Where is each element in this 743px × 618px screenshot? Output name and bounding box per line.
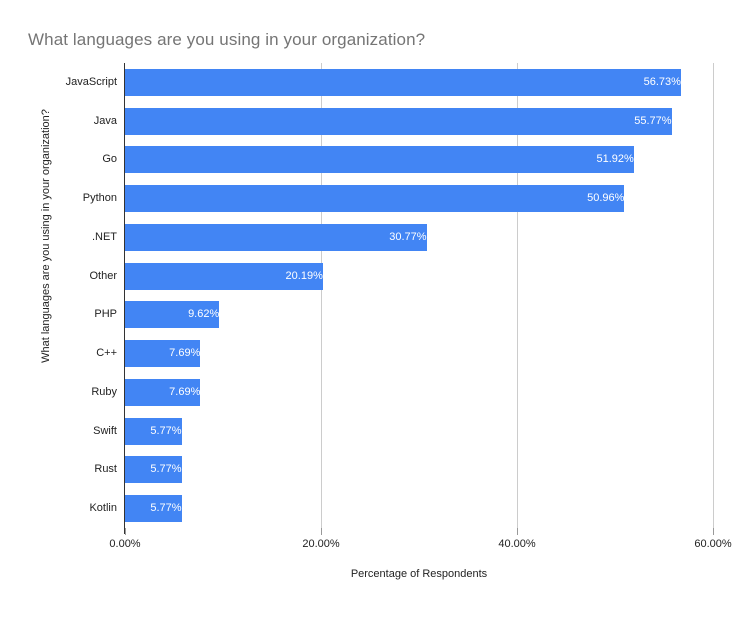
bar-row: Kotlin 5.77% <box>89 495 713 523</box>
plot-area: JavaScript 56.73% Java 55.77% Go 51.92% Python… <box>66 63 714 528</box>
category-label: Other <box>89 269 117 282</box>
bar[interactable] <box>125 146 634 174</box>
bar[interactable] <box>125 262 323 290</box>
bar[interactable] <box>125 223 427 251</box>
bar-row: Python 50.96% <box>83 185 713 213</box>
x-tick-mark <box>125 528 126 535</box>
bar-row: Ruby 7.69% <box>91 378 713 406</box>
x-tick-mark <box>321 528 322 535</box>
x-gridline <box>321 63 322 528</box>
category-label: Ruby <box>91 385 117 398</box>
x-tick-mark <box>713 528 714 535</box>
category-label: Rust <box>94 463 117 476</box>
bar-value-label: 50.96% <box>587 192 625 205</box>
bar[interactable] <box>125 417 182 445</box>
bar-row: Go 51.92% <box>102 146 713 174</box>
x-tick-label: 60.00% <box>694 538 732 550</box>
bar-row: Rust 5.77% <box>94 456 713 484</box>
bar-value-label: 30.77% <box>389 230 427 243</box>
y-axis-title: What languages are you using in your org… <box>40 109 52 363</box>
category-label: JavaScript <box>65 75 117 88</box>
category-label: .NET <box>91 230 117 243</box>
x-tick-mark <box>517 528 518 535</box>
bar-row: C++ 7.69% <box>96 340 713 368</box>
bar[interactable] <box>125 107 672 135</box>
category-label: Python <box>82 192 117 205</box>
x-axis-title: Percentage of Respondents <box>350 568 488 580</box>
chart-title: What languages are you using in your org… <box>28 30 426 49</box>
category-label: Java <box>93 114 117 127</box>
bar-value-label: 9.62% <box>188 308 220 321</box>
bar-row: .NET 30.77% <box>92 223 713 251</box>
bar-row: PHP 9.62% <box>94 301 713 329</box>
bar[interactable] <box>125 185 625 213</box>
bar-row: Other 20.19% <box>89 262 713 290</box>
bar-value-label: 20.19% <box>285 269 323 282</box>
x-tick-label: 20.00% <box>302 538 340 550</box>
category-label: C++ <box>96 347 117 360</box>
bar-value-label: 56.73% <box>643 75 681 88</box>
bar-row: JavaScript 56.73% <box>66 68 713 96</box>
bar-value-label: 5.77% <box>150 424 182 437</box>
x-tick-label: 0.00% <box>109 538 141 550</box>
bar-value-label: 7.69% <box>169 385 201 398</box>
bar[interactable] <box>125 495 182 523</box>
bar[interactable] <box>125 68 681 96</box>
bar-value-label: 55.77% <box>634 114 672 127</box>
category-label: Go <box>102 153 117 166</box>
x-gridline <box>517 63 518 528</box>
bar-value-label: 5.77% <box>150 502 182 515</box>
bar[interactable] <box>125 378 201 406</box>
bar[interactable] <box>125 456 182 484</box>
bar-value-label: 51.92% <box>596 153 634 166</box>
bar-value-label: 5.77% <box>150 463 182 476</box>
category-label: PHP <box>94 308 117 321</box>
category-label: Swift <box>93 424 117 437</box>
category-label: Kotlin <box>89 502 117 515</box>
bar-row: Swift 5.77% <box>93 417 713 445</box>
bar-value-label: 7.69% <box>169 347 201 360</box>
x-gridline <box>713 63 714 528</box>
bar[interactable] <box>125 301 220 329</box>
x-tick-label: 40.00% <box>498 538 536 550</box>
bar-row: Java 55.77% <box>94 107 713 135</box>
y-axis-line <box>124 63 125 534</box>
bar[interactable] <box>125 340 201 368</box>
